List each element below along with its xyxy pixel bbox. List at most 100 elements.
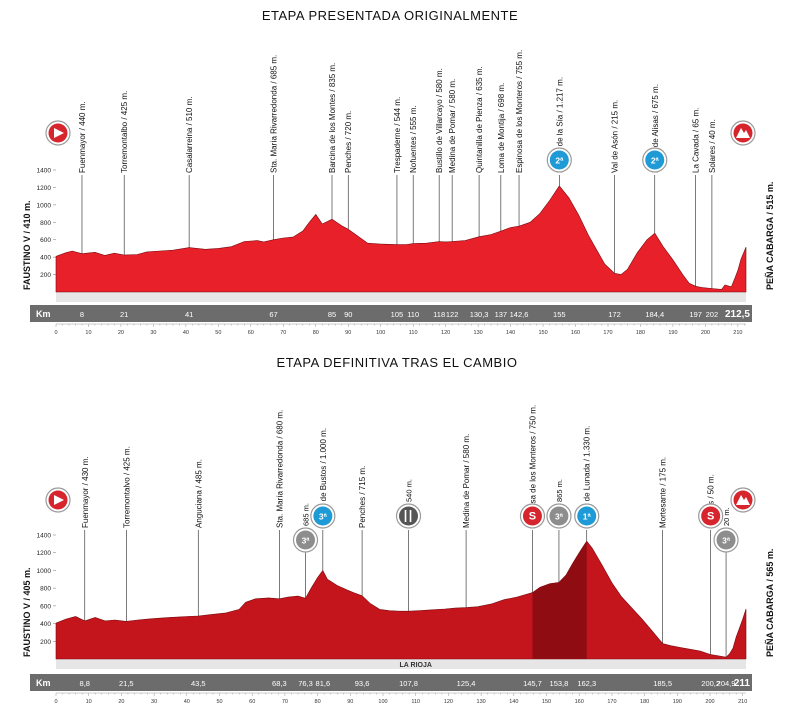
- waypoint-label: Bustillo de Villarcayo / 580 m.: [435, 68, 444, 173]
- x-tick-label: 180: [636, 330, 645, 336]
- waypoint-label: Sta. María Rivarredonda / 680 m.: [275, 410, 284, 528]
- y-tick-label: 1400: [37, 168, 52, 175]
- waypoint-km-label: 21: [120, 310, 128, 319]
- waypoint-km-label: 90: [344, 310, 352, 319]
- waypoint-km-label: 145,7: [523, 679, 542, 688]
- marker-badge-tag: 20 m.: [722, 507, 731, 526]
- x-tick-label: 60: [248, 330, 254, 336]
- start-badge-arrow-icon: [54, 495, 64, 505]
- km-bar-label: Km: [36, 678, 51, 688]
- marker-badge-tag: 540 m.: [405, 479, 414, 502]
- waypoint-km-label: 110: [407, 310, 419, 319]
- x-tick-label: 70: [282, 699, 288, 705]
- x-tick-label: 160: [575, 699, 584, 705]
- waypoint-label: Espinosa de los Monteros / 750 m.: [528, 405, 537, 528]
- elevation-area: [55, 185, 747, 293]
- climb-segment-area: [532, 541, 587, 659]
- waypoint-label: Portillo de Bustos / 1.000 m.: [319, 428, 328, 528]
- finish-badge-mountain-icon: [736, 495, 750, 505]
- waypoint-km-label: 21,5: [119, 679, 134, 688]
- marker-badge-label: 3ª: [555, 512, 564, 522]
- x-tick-label: 210: [733, 330, 742, 336]
- x-tick-label: 80: [315, 699, 321, 705]
- top-chart-title: ETAPA PRESENTADA ORIGINALMENTE: [262, 8, 518, 23]
- waypoint-label: La Cavada / 65 m.: [692, 108, 701, 173]
- x-tick-label: 50: [215, 330, 221, 336]
- waypoint-label: Penches / 715 m.: [358, 466, 367, 528]
- waypoint-label: Fuenmayor / 440 m.: [78, 101, 87, 173]
- waypoint-label: Mortesante / 175 m.: [659, 457, 668, 528]
- marker-badge-disc: [577, 506, 597, 526]
- x-tick-label: 180: [640, 699, 649, 705]
- waypoint-km-label: 153,8: [550, 679, 569, 688]
- x-tick-label: 30: [150, 330, 156, 336]
- total-km-label: 211: [734, 678, 751, 689]
- x-tick-label: 130: [477, 699, 486, 705]
- waypoint-km-label: 8: [80, 310, 84, 319]
- y-tick-label: 800: [40, 586, 51, 593]
- marker-badge-disc: [522, 506, 542, 526]
- waypoint-km-label: 67: [269, 310, 277, 319]
- x-tick-label: 60: [249, 699, 255, 705]
- marker-badge-tag: 685 m.: [302, 503, 311, 526]
- waypoint-label: Fuenmayor / 430 m.: [81, 456, 90, 528]
- x-tick-label: 110: [409, 330, 418, 336]
- waypoint-km-label: 107,8: [399, 679, 418, 688]
- km-bar: [30, 305, 752, 322]
- marker-badge-label: 3ª: [319, 512, 328, 522]
- x-tick-label: 210: [738, 699, 747, 705]
- marker-badge-fork-icon: [404, 510, 412, 522]
- waypoint-label: Loma de Montija / 698 m.: [497, 83, 506, 173]
- waypoint-label: Portillo de la Sía / 1.217 m.: [555, 77, 564, 173]
- km-bar: [30, 674, 752, 691]
- waypoint-km-label: 105: [391, 310, 404, 319]
- start-badge-arrow-icon: [54, 128, 64, 138]
- marker-badge-disc: [399, 506, 419, 526]
- waypoint-km-label: 130,3: [470, 310, 489, 319]
- x-tick-label: 140: [506, 330, 515, 336]
- y-tick-label: 1200: [37, 185, 52, 192]
- marker-badge-disc: [296, 530, 316, 550]
- y-tick-label: 800: [40, 220, 51, 227]
- finish-badge-mountain-icon: [736, 128, 750, 138]
- x-tick-label: 10: [86, 699, 92, 705]
- marker-badge-disc: [549, 506, 569, 526]
- x-tick-label: 90: [347, 699, 353, 705]
- waypoint-km-label: 76,3: [298, 679, 313, 688]
- waypoint-label: Val de Asón / 215 m.: [610, 100, 619, 173]
- waypoint-label: Puerto de Alisas / 675 m.: [651, 84, 660, 173]
- total-km-label: 212,5: [725, 309, 750, 320]
- waypoint-km-label: 162,3: [577, 679, 596, 688]
- bottom-chart-title: ETAPA DEFINITIVA TRAS EL CAMBIO: [277, 355, 518, 370]
- y-tick-label: 1000: [37, 202, 52, 209]
- waypoint-km-label: 8,8: [80, 679, 90, 688]
- waypoint-km-label: 172: [608, 310, 621, 319]
- waypoint-km-label: 93,6: [355, 679, 370, 688]
- x-tick-label: 40: [183, 330, 189, 336]
- waypoint-label: Casalarreina / 510 m.: [185, 97, 194, 173]
- marker-badge-label: S: [707, 511, 714, 523]
- waypoint-km-label: 122: [446, 310, 459, 319]
- waypoint-km-label: 204,9: [717, 679, 736, 688]
- x-tick-label: 10: [85, 330, 91, 336]
- elevation-area: [55, 540, 747, 660]
- x-tick-label: 80: [313, 330, 319, 336]
- marker-badge-disc: [549, 150, 569, 170]
- y-tick-label: 1200: [37, 550, 52, 557]
- marker-badge-label: 2ª: [651, 156, 660, 166]
- x-tick-label: 50: [216, 699, 222, 705]
- waypoint-km-label: 185,5: [653, 679, 672, 688]
- waypoint-km-label: 125,4: [457, 679, 476, 688]
- waypoint-label: Barcina de los Montes / 835 m.: [328, 63, 337, 173]
- x-tick-label: 190: [673, 699, 682, 705]
- x-tick-label: 30: [151, 699, 157, 705]
- marker-badge-disc: [701, 506, 721, 526]
- x-tick-label: 20: [118, 330, 124, 336]
- x-tick-label: 0: [54, 699, 57, 705]
- x-tick-label: 120: [444, 699, 453, 705]
- x-tick-label: 0: [54, 330, 57, 336]
- waypoint-km-label: 85: [328, 310, 336, 319]
- x-tick-label: 140: [509, 699, 518, 705]
- waypoint-label: Medina de Pomar / 580 m.: [448, 79, 457, 173]
